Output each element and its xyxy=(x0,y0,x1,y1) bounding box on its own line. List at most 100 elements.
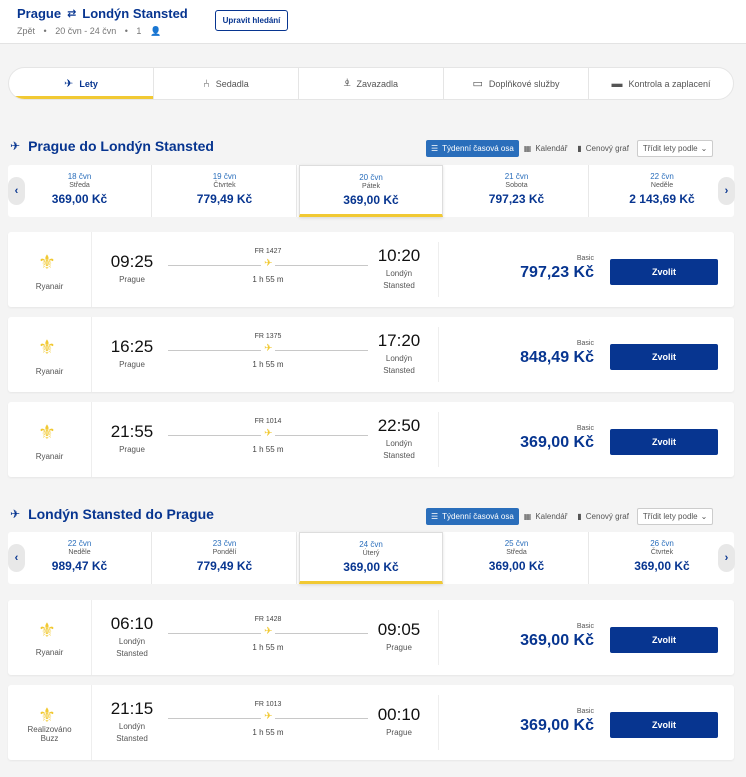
sort-dropdown[interactable]: Třídit lety podle ⌄ xyxy=(636,508,714,525)
date-price: 797,23 Kč xyxy=(488,192,545,206)
departure-city: Prague xyxy=(119,275,145,284)
select-flight-button[interactable]: Zvolit xyxy=(610,429,718,455)
select-flight-button[interactable]: Zvolit xyxy=(610,712,718,738)
arrival-time: 22:50 xyxy=(377,416,421,435)
select-flight-button[interactable]: Zvolit xyxy=(610,259,718,285)
flight-number: FR 1013 xyxy=(254,701,282,708)
arrival-city: Prague xyxy=(386,728,412,737)
date-price: 779,49 Kč xyxy=(196,192,253,206)
trip-dates: 20 čvn - 24 čvn xyxy=(55,26,117,36)
departure: 16:25 Prague xyxy=(102,337,162,371)
date-option[interactable]: 19 čvn Čtvrtek 779,49 Kč xyxy=(153,165,297,217)
fare-price: 369,00 Kč xyxy=(520,434,594,451)
date-price: 369,00 Kč xyxy=(634,559,690,573)
date-option[interactable]: 23 čvn Pondělí 779,49 Kč xyxy=(153,532,297,584)
tab-calendar[interactable]: ▦ Kalendář xyxy=(519,140,573,157)
round-trip-icon: ⇄ xyxy=(67,8,77,20)
seat-icon: ⑃ xyxy=(203,77,210,90)
date-label: 21 čvn xyxy=(504,172,529,181)
airline-info: ⚜ Ryanair xyxy=(8,232,92,307)
date-option[interactable]: 22 čvn Neděle 2 143,69 Kč xyxy=(590,165,734,217)
fare-class: Basic xyxy=(576,425,594,432)
destination-label: Londýn Stansted xyxy=(82,6,188,21)
tab-calendar[interactable]: ▦ Kalendář xyxy=(519,508,573,525)
departure-time: 21:55 xyxy=(110,422,154,441)
date-option[interactable]: 22 čvn Neděle 989,47 Kč xyxy=(8,532,152,584)
divider xyxy=(438,610,439,665)
tab-label: Cenový graf xyxy=(585,512,629,521)
fare-class: Basic xyxy=(576,340,594,347)
step-label: Zavazadla xyxy=(356,78,399,89)
airline-info: ⚜ Ryanair xyxy=(8,600,92,675)
airline-name-line: Buzz xyxy=(40,734,59,743)
arrival-time: 09:05 xyxy=(377,620,421,639)
select-flight-button[interactable]: Zvolit xyxy=(610,627,718,653)
date-price: 369,00 Kč xyxy=(488,559,545,573)
step-extras[interactable]: ▭ Doplňkové služby xyxy=(444,68,589,99)
arrival-city-line: Londýn xyxy=(385,354,413,363)
airline-name: Ryanair xyxy=(35,367,64,376)
date-option-selected[interactable]: 24 čvn Úterý 369,00 Kč xyxy=(299,532,443,584)
date-option[interactable]: 25 čvn Středa 369,00 Kč xyxy=(445,532,589,584)
divider xyxy=(438,327,439,382)
arrival: 22:50 Londýn Stansted xyxy=(369,416,429,462)
divider xyxy=(438,412,439,467)
airline-info: ⚜ Realizováno Buzz xyxy=(8,685,92,760)
departure: 09:25 Prague xyxy=(102,252,162,286)
date-label: 22 čvn xyxy=(650,172,674,181)
date-option[interactable]: 26 čvn Čtvrtek 369,00 Kč xyxy=(590,532,734,584)
list-icon: ☰ xyxy=(431,144,439,153)
date-label: 25 čvn xyxy=(504,539,529,548)
flight-duration: 1 h 55 m xyxy=(252,275,284,284)
view-tabs: ☰ Týdenní časová osa ▦ Kalendář ▮ Cenový gr… xyxy=(426,140,714,157)
airline-info: ⚜ Ryanair xyxy=(8,317,92,392)
chevron-right-icon[interactable]: › xyxy=(718,544,735,572)
step-flights[interactable]: ✈ Lety xyxy=(9,68,154,99)
arrival-time: 17:20 xyxy=(377,331,421,350)
tab-price-chart[interactable]: ▮ Cenový graf xyxy=(572,508,634,525)
origin-label: Prague xyxy=(17,6,62,21)
flight-duration: 1 h 55 m xyxy=(252,728,284,737)
chevron-right-icon[interactable]: › xyxy=(718,177,735,205)
fare-class: Basic xyxy=(576,708,594,715)
trip-type: Zpět xyxy=(17,26,36,36)
fare-price: 848,49 Kč xyxy=(520,349,594,366)
flight-card: ⚜ Ryanair 06:10 Londýn Stansted FR 1428 ✈… xyxy=(8,600,734,675)
date-option[interactable]: 18 čvn Středa 369,00 Kč xyxy=(8,165,152,217)
date-label: 24 čvn xyxy=(359,540,383,549)
chevron-left-icon[interactable]: ‹ xyxy=(8,544,25,572)
tab-weekly-timeline[interactable]: ☰ Týdenní časová osa xyxy=(426,140,519,157)
weekday-label: Úterý xyxy=(362,550,380,557)
chevron-left-icon[interactable]: ‹ xyxy=(8,177,25,205)
step-label: Doplňkové služby xyxy=(488,78,560,89)
date-label: 23 čvn xyxy=(212,539,237,548)
tab-weekly-timeline[interactable]: ☰ Týdenní časová osa xyxy=(426,508,519,525)
luggage-icon: ⍎ xyxy=(343,77,351,89)
flight-card: ⚜ Ryanair 09:25 Prague FR 1427 ✈ 1 h 55 … xyxy=(8,232,734,307)
date-label: 26 čvn xyxy=(650,539,674,548)
date-option-selected[interactable]: 20 čvn Pátek 369,00 Kč xyxy=(299,165,443,217)
sort-dropdown[interactable]: Třídit lety podle ⌄ xyxy=(636,140,714,157)
outbound-section-title: ✈ Prague do Londýn Stansted xyxy=(10,138,214,154)
arrival-time: 00:10 xyxy=(377,705,421,724)
fare-class: Basic xyxy=(576,623,594,630)
departure-time: 16:25 xyxy=(110,337,154,356)
step-luggage[interactable]: ⍎ Zavazadla xyxy=(299,68,444,99)
departure-city-line: Londýn xyxy=(118,637,146,646)
fare-class: Basic xyxy=(576,255,594,262)
edit-search-button[interactable]: Upravit hledání xyxy=(215,10,288,31)
trip-details: Zpět • 20 čvn - 24 čvn • 1 👤 xyxy=(17,26,167,37)
arrival-city-line: Londýn xyxy=(385,439,413,448)
plane-icon: ✈ xyxy=(261,343,276,354)
date-price: 369,00 Kč xyxy=(51,192,108,206)
tab-price-chart[interactable]: ▮ Cenový graf xyxy=(572,140,634,157)
select-flight-button[interactable]: Zvolit xyxy=(610,344,718,370)
fare-price: 797,23 Kč xyxy=(520,264,594,281)
step-seats[interactable]: ⑃ Sedadla xyxy=(154,68,299,99)
step-payment[interactable]: ▬ Kontrola a zaplacení xyxy=(589,68,733,99)
flight-path: FR 1014 ✈ 1 h 55 m xyxy=(168,418,368,454)
departure-city: Prague xyxy=(119,445,145,454)
ryanair-harp-icon: ⚜ xyxy=(38,337,56,359)
date-option[interactable]: 21 čvn Sobota 797,23 Kč xyxy=(445,165,589,217)
flight-path: FR 1013 ✈ 1 h 55 m xyxy=(168,701,368,737)
